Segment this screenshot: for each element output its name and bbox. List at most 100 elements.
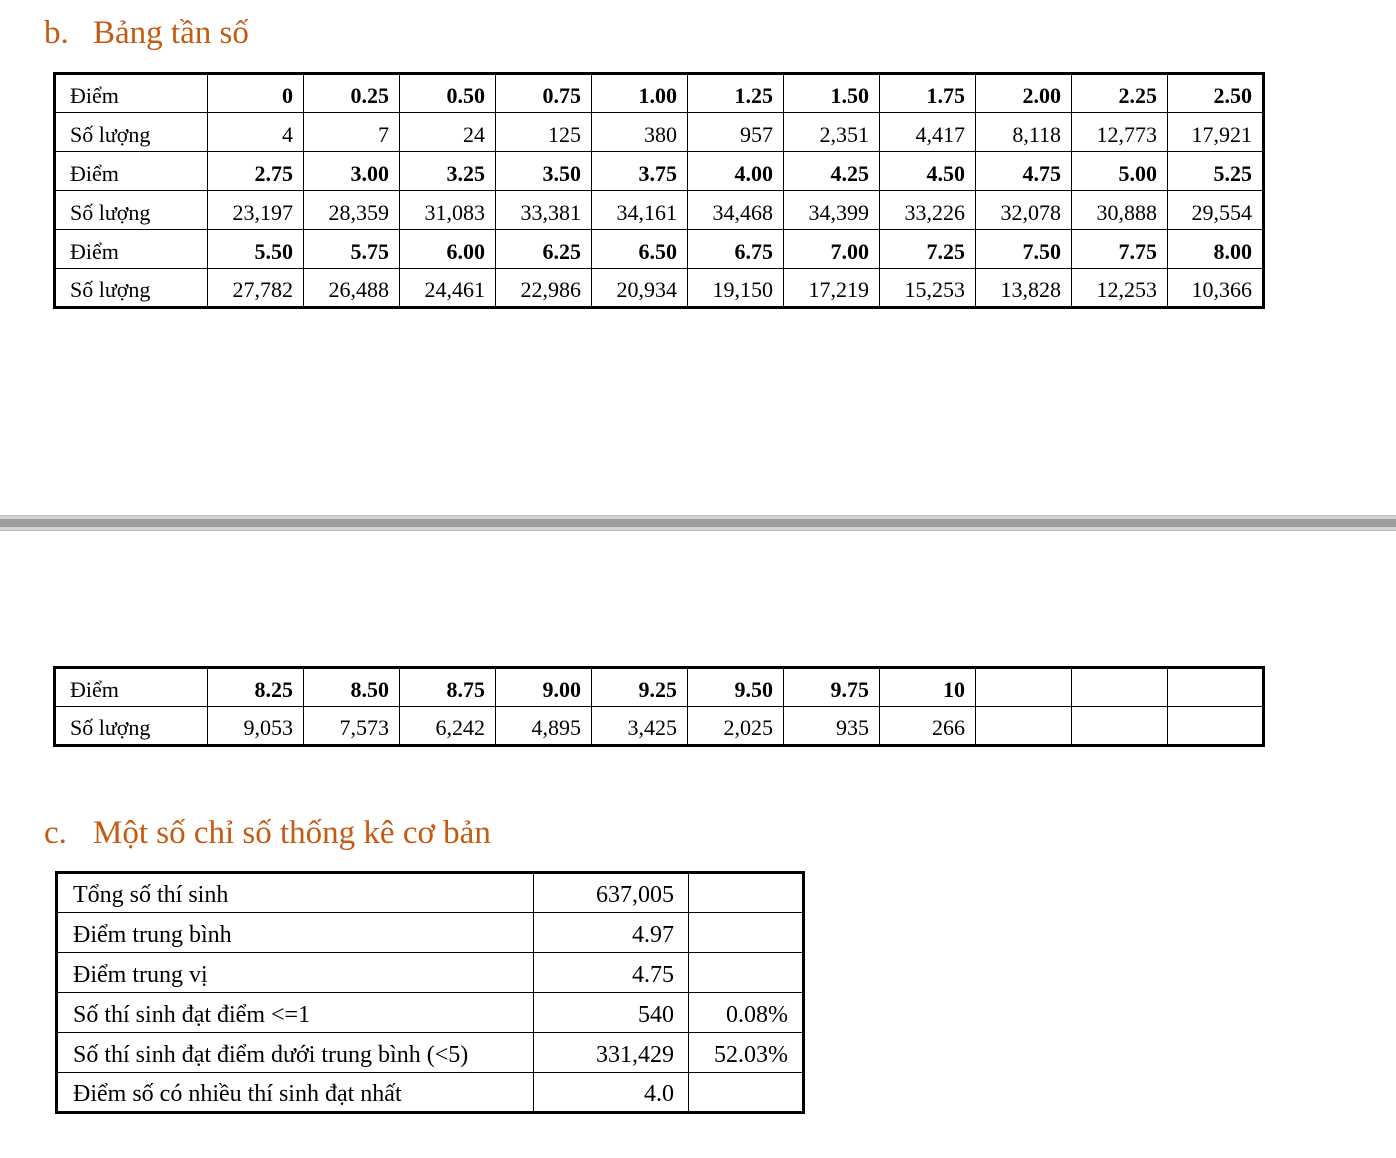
score-cell: 7.25: [879, 229, 976, 269]
count-cell: 9,053: [207, 706, 304, 746]
score-cell: 6.50: [591, 229, 688, 269]
count-cell: [975, 706, 1072, 746]
stat-value: 331,429: [533, 1032, 689, 1073]
score-cell: 9.25: [591, 667, 688, 707]
score-row-label: Điểm: [54, 229, 208, 269]
count-row: Số lượng 23,197 28,359 31,083 33,381 34,161 34…: [54, 190, 1264, 230]
score-cell: 4.75: [975, 151, 1072, 191]
stat-label: Tổng số thí sinh: [56, 872, 534, 913]
frequency-table-2: Điểm 8.25 8.50 8.75 9.00 9.25 9.50 9.75 10 Số lượ…: [53, 666, 1265, 747]
score-cell: 5.25: [1167, 151, 1264, 191]
count-cell: 31,083: [399, 190, 496, 230]
count-cell: 24,461: [399, 268, 496, 308]
stat-row: Tổng số thí sinh 637,005: [56, 872, 804, 913]
count-cell: 24: [399, 112, 496, 152]
stat-row: Số thí sinh đạt điểm dưới trung bình (<5…: [56, 1032, 804, 1073]
stat-row: Số thí sinh đạt điểm <=1 540 0.08%: [56, 992, 804, 1033]
score-row: Điểm 5.50 5.75 6.00 6.25 6.50 6.75 7.00 7.25 7.50…: [54, 229, 1264, 269]
score-row: Điểm 0 0.25 0.50 0.75 1.00 1.25 1.50 1.75 2.00 2.2…: [54, 73, 1264, 113]
count-row: Số lượng 9,053 7,573 6,242 4,895 3,425 2,025 93…: [54, 706, 1264, 746]
score-cell: 9.75: [783, 667, 880, 707]
count-row-label: Số lượng: [54, 112, 208, 152]
count-cell: 6,242: [399, 706, 496, 746]
score-cell: 7.50: [975, 229, 1072, 269]
stat-label: Điểm trung bình: [56, 912, 534, 953]
count-cell: 17,219: [783, 268, 880, 308]
count-cell: 32,078: [975, 190, 1072, 230]
score-row: Điểm 2.75 3.00 3.25 3.50 3.75 4.00 4.25 4.50 4.75…: [54, 151, 1264, 191]
stat-value: 4.0: [533, 1072, 689, 1113]
stat-percent: [688, 1072, 804, 1113]
score-cell: 9.00: [495, 667, 592, 707]
count-cell: 380: [591, 112, 688, 152]
score-cell: 7.75: [1071, 229, 1168, 269]
page-break-bar: [0, 519, 1396, 527]
score-cell: 7.00: [783, 229, 880, 269]
score-cell: 0: [207, 73, 304, 113]
section-c-heading: c. Một số chỉ số thống kê cơ bản: [44, 813, 491, 853]
stat-value: 4.75: [533, 952, 689, 993]
score-row-label: Điểm: [54, 151, 208, 191]
count-cell: 29,554: [1167, 190, 1264, 230]
stat-row: Điểm trung vị 4.75: [56, 952, 804, 993]
score-cell: 6.25: [495, 229, 592, 269]
stat-label: Số thí sinh đạt điểm <=1: [56, 992, 534, 1033]
count-cell: 33,226: [879, 190, 976, 230]
section-c-number: c.: [44, 815, 67, 851]
score-cell: [975, 667, 1072, 707]
count-cell: 2,025: [687, 706, 784, 746]
section-b-number: b.: [44, 15, 69, 51]
score-cell: 6.75: [687, 229, 784, 269]
score-cell: 6.00: [399, 229, 496, 269]
score-cell: 2.25: [1071, 73, 1168, 113]
stat-value: 540: [533, 992, 689, 1033]
count-cell: 10,366: [1167, 268, 1264, 308]
count-cell: 957: [687, 112, 784, 152]
score-cell: 3.25: [399, 151, 496, 191]
stat-percent: [688, 872, 804, 913]
score-cell: 4.25: [783, 151, 880, 191]
count-cell: 34,468: [687, 190, 784, 230]
count-cell: 7,573: [303, 706, 400, 746]
count-cell: 34,399: [783, 190, 880, 230]
section-b-title: Bảng tần số: [93, 15, 249, 51]
count-cell: 2,351: [783, 112, 880, 152]
stat-value: 637,005: [533, 872, 689, 913]
count-cell: 4,895: [495, 706, 592, 746]
score-cell: 0.50: [399, 73, 496, 113]
stat-row: Điểm trung bình 4.97: [56, 912, 804, 953]
score-cell: 8.50: [303, 667, 400, 707]
section-c-title: Một số chỉ số thống kê cơ bản: [93, 815, 491, 851]
count-cell: 20,934: [591, 268, 688, 308]
page-break: [0, 515, 1396, 531]
score-cell: 4.00: [687, 151, 784, 191]
stat-value: 4.97: [533, 912, 689, 953]
count-cell: 30,888: [1071, 190, 1168, 230]
score-row-label: Điểm: [54, 667, 208, 707]
stat-percent: [688, 952, 804, 993]
count-cell: 26,488: [303, 268, 400, 308]
score-cell: 3.00: [303, 151, 400, 191]
count-row: Số lượng 4 7 24 125 380 957 2,351 4,417 8,118 12,7…: [54, 112, 1264, 152]
score-cell: 2.75: [207, 151, 304, 191]
score-cell: 3.50: [495, 151, 592, 191]
statistics-table: Tổng số thí sinh 637,005 Điểm trung bình 4.…: [55, 871, 805, 1114]
score-row-label: Điểm: [54, 73, 208, 113]
score-row: Điểm 8.25 8.50 8.75 9.00 9.25 9.50 9.75 10: [54, 667, 1264, 707]
count-row-label: Số lượng: [54, 268, 208, 308]
score-cell: 0.25: [303, 73, 400, 113]
section-b-heading: b. Bảng tần số: [44, 13, 249, 53]
count-cell: 8,118: [975, 112, 1072, 152]
score-cell: [1071, 667, 1168, 707]
score-cell: 8.25: [207, 667, 304, 707]
score-cell: 3.75: [591, 151, 688, 191]
stat-label: Điểm trung vị: [56, 952, 534, 993]
score-cell: 10: [879, 667, 976, 707]
count-cell: [1167, 706, 1264, 746]
score-cell: 5.00: [1071, 151, 1168, 191]
score-cell: 0.75: [495, 73, 592, 113]
count-cell: 23,197: [207, 190, 304, 230]
count-row: Số lượng 27,782 26,488 24,461 22,986 20,934 19…: [54, 268, 1264, 308]
count-cell: 4,417: [879, 112, 976, 152]
count-cell: 15,253: [879, 268, 976, 308]
